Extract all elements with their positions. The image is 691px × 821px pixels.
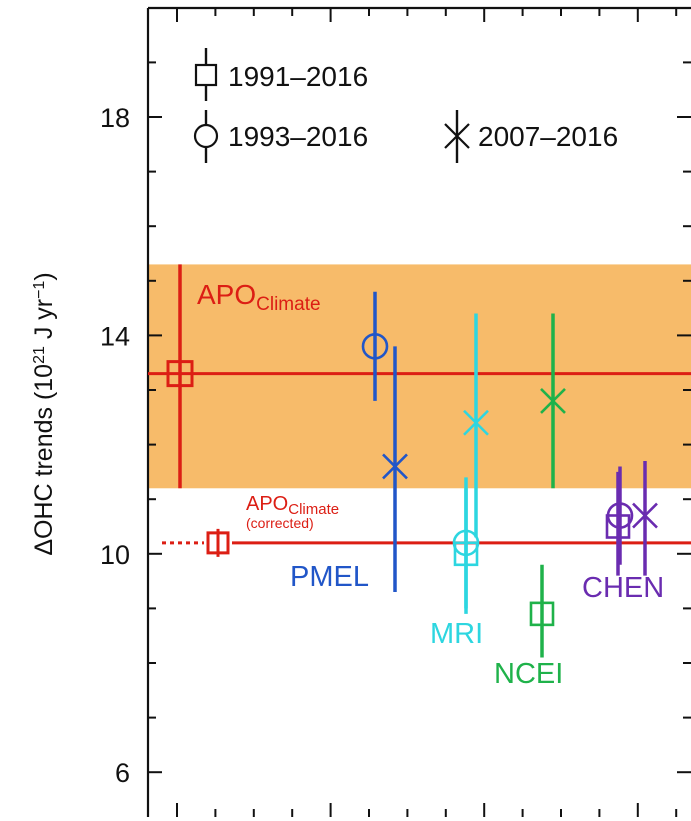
legend-square-marker — [194, 48, 218, 101]
product-pmel: PMEL — [290, 291, 408, 593]
product-mri: MRI — [430, 313, 489, 650]
legend: 1991–2016 1993–2016 2007–2016 — [193, 48, 618, 163]
product-ncei-square-marker — [529, 601, 555, 627]
product-pmel-circle-marker — [361, 333, 389, 360]
y-tick-label: 14 — [100, 321, 130, 351]
product-chen-x-marker-b — [632, 502, 658, 529]
product-chen: CHEN — [582, 460, 664, 604]
product-chen-circle-marker — [606, 502, 634, 529]
product-mri-x-marker-b — [463, 409, 489, 436]
product-chen-square-marker — [605, 514, 631, 539]
plot-frame — [146, 6, 691, 817]
product-label-ncei: NCEI — [494, 658, 563, 690]
product-series: PMEL MRI NCEI CHEN — [290, 291, 664, 690]
legend-label-1991-2016: 1991–2016 — [228, 61, 368, 92]
apo-climate-label: APOClimate — [197, 279, 321, 315]
product-pmel-x-marker-b — [382, 453, 408, 480]
product-label-chen: CHEN — [582, 572, 664, 604]
product-label-pmel: PMEL — [290, 561, 369, 593]
legend-label-2007-2016: 2007–2016 — [478, 121, 618, 152]
apo-markers — [166, 264, 230, 557]
product-ncei-x-marker-b — [540, 388, 566, 414]
product-mri-circle-marker — [452, 529, 480, 557]
legend-x-stroke-b — [444, 123, 470, 149]
legend-circle-shape — [193, 123, 219, 149]
product-ncei: NCEI — [494, 313, 566, 690]
apo-corrected-label: APOClimate — [246, 493, 339, 518]
legend-circle-marker — [193, 110, 219, 163]
y-axis: 6 10 14 18 — [100, 61, 691, 788]
y-tick-label: 6 — [115, 758, 130, 788]
y-axis-label: ΔOHC trends (1021 J yr−1) — [30, 272, 58, 555]
legend-label-1993-2016: 1993–2016 — [228, 121, 368, 152]
legend-x-marker — [444, 110, 470, 163]
apo-climate-uncertainty-band — [148, 264, 691, 489]
y-tick-label: 18 — [100, 103, 130, 133]
apo-climate-square-marker — [166, 360, 194, 388]
apo-corrected-note: (corrected) — [246, 515, 314, 531]
product-label-mri: MRI — [430, 618, 483, 650]
legend-square-box — [194, 63, 218, 87]
y-tick-label: 10 — [100, 540, 130, 570]
